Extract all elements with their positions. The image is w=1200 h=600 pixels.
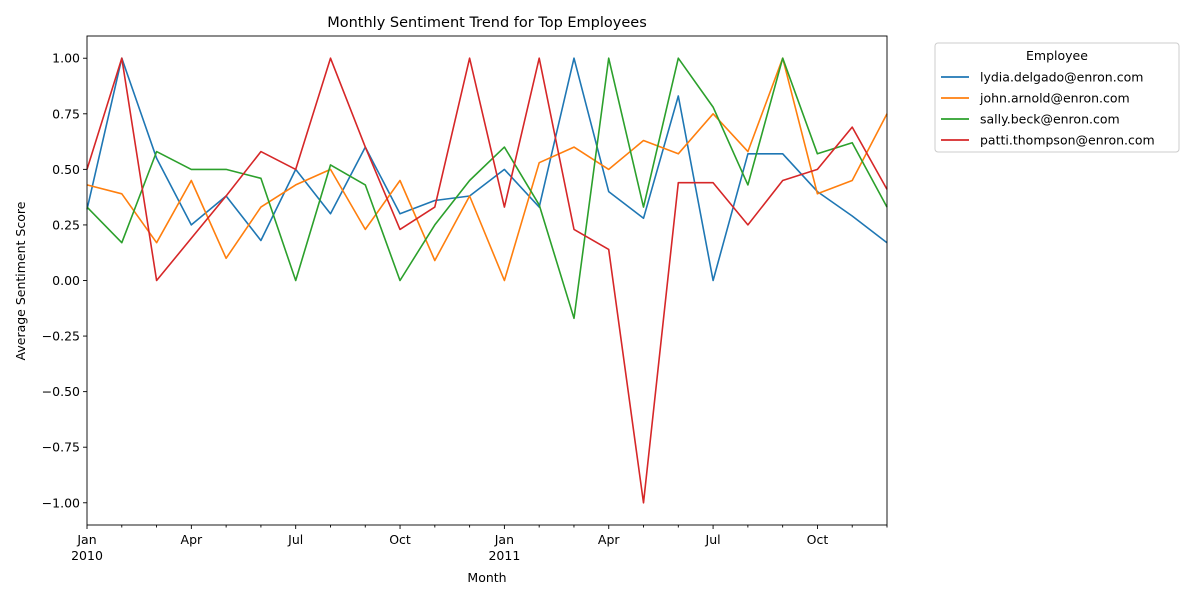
legend-label-2: sally.beck@enron.com: [980, 112, 1120, 127]
legend-label-3: patti.thompson@enron.com: [980, 133, 1155, 148]
y-axis: −1.00 −0.75 −0.50 −0.25 0.00 0.25 0.50 0.75 1.00: [42, 51, 87, 510]
y-tick-label: 0.25: [52, 217, 80, 232]
legend-label-0: lydia.delgado@enron.com: [980, 70, 1143, 85]
y-tick-label: −1.00: [42, 495, 80, 510]
legend-box: [934, 42, 1180, 153]
chart-title: Monthly Sentiment Trend for Top Employee…: [327, 15, 647, 31]
y-tick-label: 0.75: [52, 106, 80, 121]
y-tick-label: −0.75: [42, 440, 80, 455]
x-axis-label: Month: [467, 570, 506, 585]
y-tick-label: 0.50: [52, 162, 80, 177]
x-tick-label: Oct: [807, 532, 829, 547]
x-tick-label: Jul: [287, 532, 303, 547]
y-tick-label: −0.25: [42, 329, 80, 344]
plot-frame: [86, 35, 888, 526]
x-tick-label: Apr: [598, 532, 620, 547]
y-tick-label: 0.00: [52, 273, 80, 288]
x-tick-year-label: 2011: [488, 548, 520, 563]
series-line-1: [86, 57, 888, 282]
series-layer: [86, 57, 888, 504]
legend: Employee lydia.delgado@enron.com john.arno…: [934, 42, 1180, 153]
y-tick-label: −0.50: [42, 384, 80, 399]
series-line-2: [86, 57, 888, 320]
series-line-3: [86, 57, 888, 504]
x-tick-label: Jan: [494, 532, 514, 547]
legend-title: Employee: [1026, 48, 1088, 63]
x-tick-year-label: 2010: [71, 548, 103, 563]
legend-label-1: john.arnold@enron.com: [979, 91, 1130, 106]
x-tick-label: Oct: [389, 532, 411, 547]
y-axis-label: Average Sentiment Score: [13, 201, 28, 360]
series-line-0: [86, 57, 888, 282]
x-tick-label: Jul: [705, 532, 721, 547]
x-tick-label: Apr: [181, 532, 203, 547]
y-tick-label: 1.00: [52, 51, 80, 66]
x-tick-label: Jan: [76, 532, 96, 547]
